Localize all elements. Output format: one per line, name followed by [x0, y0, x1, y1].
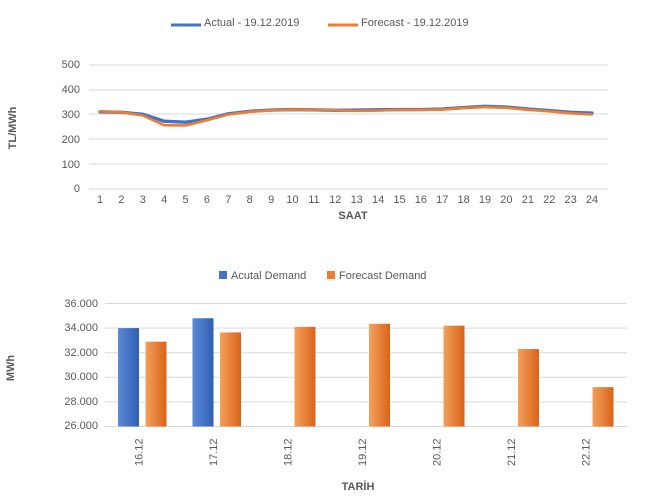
svg-text:28.000: 28.000	[64, 396, 98, 408]
svg-text:5: 5	[183, 194, 189, 206]
svg-text:TL/MWh: TL/MWh	[7, 106, 19, 149]
svg-text:30.000: 30.000	[64, 371, 98, 383]
svg-text:18: 18	[458, 194, 470, 206]
svg-text:2: 2	[118, 194, 124, 206]
svg-text:14: 14	[372, 194, 384, 206]
svg-text:13: 13	[351, 194, 363, 206]
svg-text:16: 16	[415, 194, 427, 206]
svg-text:17: 17	[436, 194, 448, 206]
svg-text:32.000: 32.000	[64, 347, 98, 359]
svg-text:TARİH: TARİH	[342, 480, 375, 493]
svg-text:16.12: 16.12	[133, 439, 145, 467]
svg-text:12: 12	[329, 194, 341, 206]
svg-text:4: 4	[161, 194, 167, 206]
svg-text:300: 300	[62, 109, 80, 121]
svg-text:20: 20	[500, 194, 512, 206]
svg-text:36.000: 36.000	[64, 298, 98, 310]
svg-text:26.000: 26.000	[64, 420, 98, 432]
svg-text:10: 10	[286, 194, 298, 206]
svg-text:22.12: 22.12	[580, 439, 592, 467]
svg-text:17.12: 17.12	[208, 439, 220, 467]
svg-text:MWh: MWh	[5, 355, 17, 382]
svg-text:19.12: 19.12	[357, 439, 369, 467]
svg-text:0: 0	[74, 183, 80, 195]
svg-text:8: 8	[247, 194, 253, 206]
svg-text:SAAT: SAAT	[338, 210, 367, 220]
svg-text:24: 24	[586, 194, 598, 206]
svg-text:21: 21	[522, 194, 534, 206]
svg-text:15: 15	[393, 194, 405, 206]
svg-text:3: 3	[140, 194, 146, 206]
svg-text:18.12: 18.12	[282, 439, 294, 467]
svg-text:6: 6	[204, 194, 210, 206]
svg-text:100: 100	[62, 159, 80, 171]
svg-text:34.000: 34.000	[64, 322, 98, 334]
svg-text:19: 19	[479, 194, 491, 206]
svg-text:11: 11	[308, 194, 319, 206]
svg-text:200: 200	[62, 134, 80, 146]
svg-text:Forecast Demand: Forecast Demand	[339, 270, 426, 282]
svg-text:9: 9	[268, 194, 274, 206]
svg-text:20.12: 20.12	[431, 439, 443, 467]
svg-text:22: 22	[543, 194, 555, 206]
svg-text:7: 7	[225, 194, 231, 206]
svg-text:21.12: 21.12	[506, 439, 518, 467]
svg-text:23: 23	[564, 194, 576, 206]
svg-text:400: 400	[62, 84, 80, 96]
svg-text:1: 1	[97, 194, 103, 206]
svg-text:500: 500	[62, 59, 80, 71]
svg-text:Acutal Demand: Acutal Demand	[231, 270, 306, 282]
